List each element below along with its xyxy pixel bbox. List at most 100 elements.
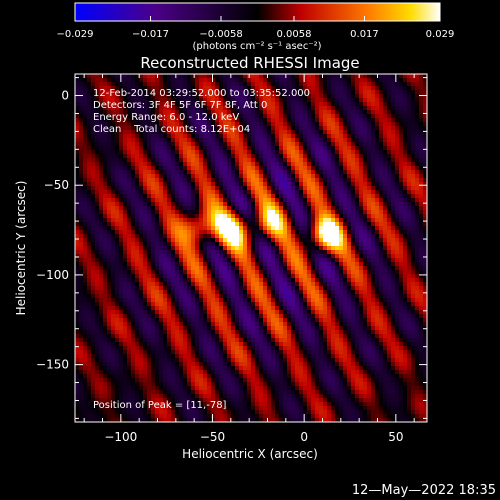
heatmap-cell [211, 202, 215, 206]
heatmap-cell [155, 182, 159, 186]
heatmap-cell [347, 78, 351, 82]
heatmap-cell [343, 218, 347, 222]
heatmap-cell [239, 138, 243, 142]
heatmap-cell [171, 186, 175, 190]
heatmap-cell [163, 206, 167, 210]
heatmap-cell [155, 262, 159, 266]
heatmap-cell [143, 146, 147, 150]
heatmap-cell [227, 178, 231, 182]
heatmap-cell [395, 78, 399, 82]
heatmap-cell [191, 270, 195, 274]
heatmap-cell [95, 162, 99, 166]
heatmap-cell [183, 114, 187, 118]
heatmap-cell [179, 230, 183, 234]
heatmap-cell [171, 126, 175, 130]
heatmap-cell [219, 142, 223, 146]
heatmap-cell [391, 74, 395, 78]
heatmap-cell [299, 218, 303, 222]
heatmap-cell [151, 170, 155, 174]
heatmap-cell [355, 262, 359, 266]
heatmap-cell [399, 134, 403, 138]
heatmap-cell [259, 238, 263, 242]
heatmap-cell [359, 198, 363, 202]
heatmap-cell [367, 86, 371, 90]
heatmap-cell [275, 270, 279, 274]
heatmap-cell [375, 150, 379, 154]
heatmap-cell [255, 174, 259, 178]
heatmap-cell [375, 234, 379, 238]
heatmap-cell [303, 270, 307, 274]
heatmap-cell [111, 258, 115, 262]
heatmap-cell [187, 158, 191, 162]
heatmap-cell [187, 210, 191, 214]
heatmap-cell [403, 158, 407, 162]
heatmap-cell [155, 122, 159, 126]
heatmap-cell [191, 194, 195, 198]
heatmap-cell [311, 294, 315, 298]
heatmap-cell [295, 254, 299, 258]
heatmap-cell [411, 154, 415, 158]
heatmap-cell [131, 162, 135, 166]
heatmap-cell [283, 210, 287, 214]
heatmap-cell [367, 230, 371, 234]
heatmap-cell [207, 202, 211, 206]
heatmap-cell [199, 298, 203, 302]
heatmap-cell [243, 226, 247, 230]
heatmap-cell [375, 114, 379, 118]
heatmap-cell [243, 190, 247, 194]
heatmap-cell [175, 206, 179, 210]
heatmap-cell [419, 138, 423, 142]
heatmap-cell [219, 214, 223, 218]
heatmap-cell [259, 194, 263, 198]
heatmap-cell [395, 250, 399, 254]
heatmap-cell [259, 114, 263, 118]
heatmap-cell [275, 134, 279, 138]
heatmap-cell [223, 250, 227, 254]
heatmap-cell [395, 286, 399, 290]
heatmap-cell [151, 286, 155, 290]
heatmap-cell [335, 186, 339, 190]
heatmap-cell [203, 110, 207, 114]
heatmap-cell [263, 110, 267, 114]
heatmap-cell [355, 94, 359, 98]
heatmap-cell [251, 178, 255, 182]
heatmap-cell [415, 202, 419, 206]
heatmap-cell [99, 198, 103, 202]
heatmap-cell [319, 266, 323, 270]
heatmap-cell [287, 198, 291, 202]
heatmap-cell [287, 74, 291, 78]
heatmap-cell [203, 226, 207, 230]
heatmap-cell [99, 214, 103, 218]
heatmap-cell [411, 246, 415, 250]
heatmap-cell [351, 266, 355, 270]
heatmap-cell [327, 186, 331, 190]
heatmap-cell [403, 102, 407, 106]
heatmap-cell [227, 282, 231, 286]
heatmap-cell [371, 138, 375, 142]
heatmap-cell [215, 210, 219, 214]
heatmap-cell [279, 74, 283, 78]
heatmap-cell [91, 254, 95, 258]
heatmap-cell [395, 254, 399, 258]
heatmap-cell [143, 274, 147, 278]
heatmap-cell [243, 206, 247, 210]
heatmap-cell [243, 234, 247, 238]
heatmap-cell [159, 122, 163, 126]
heatmap-cell [295, 86, 299, 90]
heatmap-cell [139, 102, 143, 106]
heatmap-cell [107, 254, 111, 258]
heatmap-cell [331, 174, 335, 178]
heatmap-cell [303, 134, 307, 138]
heatmap-cell [115, 298, 119, 302]
heatmap-cell [135, 150, 139, 154]
heatmap-cell [131, 290, 135, 294]
heatmap-cell [187, 270, 191, 274]
heatmap-cell [423, 262, 427, 266]
heatmap-cell [303, 110, 307, 114]
heatmap-cell [139, 146, 143, 150]
heatmap-cell [103, 74, 107, 78]
heatmap-cell [75, 246, 79, 250]
heatmap-cell [351, 74, 355, 78]
heatmap-cell [275, 146, 279, 150]
heatmap-cell [175, 250, 179, 254]
